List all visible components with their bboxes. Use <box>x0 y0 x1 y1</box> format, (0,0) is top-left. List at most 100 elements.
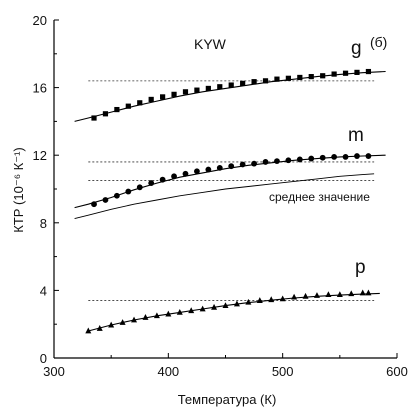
data-point-p <box>302 292 309 299</box>
data-point-p <box>313 292 320 298</box>
data-point-m <box>331 153 338 160</box>
y-tick-label: 20 <box>33 13 47 28</box>
axes: 300 400 500 600 0 4 8 12 16 20 <box>33 13 408 379</box>
data-point-m <box>262 159 269 165</box>
data-point-p <box>176 308 183 315</box>
data-point-g <box>240 80 246 86</box>
data-point-m <box>136 184 143 191</box>
data-point-g <box>262 78 269 84</box>
data-point-m <box>182 170 189 177</box>
data-point-p <box>325 291 332 298</box>
data-point-g <box>148 96 154 103</box>
data-point-m <box>285 157 292 164</box>
data-point-p <box>365 289 372 296</box>
x-tick-label: 600 <box>386 364 408 379</box>
data-point-g <box>217 84 223 90</box>
data-point-p <box>142 314 149 320</box>
data-point-p <box>245 298 252 305</box>
data-point-g <box>228 82 234 88</box>
series-label-p: p <box>355 257 366 278</box>
fit-curve-mean <box>74 173 375 220</box>
data-point-p <box>131 316 138 323</box>
data-point-m <box>113 192 120 199</box>
data-point-m <box>216 164 223 171</box>
data-point-m <box>159 176 166 183</box>
data-point-p <box>188 307 195 314</box>
data-point-g <box>194 87 200 93</box>
data-point-g <box>331 71 337 77</box>
x-tick-label: 400 <box>157 364 179 379</box>
data-point-g <box>91 115 97 121</box>
data-point-p <box>279 295 286 302</box>
data-point-p <box>199 305 206 312</box>
y-tick-label: 16 <box>33 81 47 96</box>
data-point-m <box>148 180 155 186</box>
data-point-m <box>125 188 132 195</box>
data-point-p <box>268 296 275 303</box>
data-point-p <box>96 325 103 331</box>
data-point-p <box>256 297 263 303</box>
labels: KYW (б) g m среднее значение p Температу… <box>11 34 387 407</box>
data-point-g <box>365 68 372 75</box>
data-point-m <box>194 168 200 175</box>
data-point-m <box>319 154 326 161</box>
data-point-m <box>274 158 280 165</box>
data-point-g <box>251 79 257 85</box>
data-point-m <box>354 153 360 159</box>
crystal-label: KYW <box>194 36 227 52</box>
data-point-p <box>222 302 229 309</box>
fit-curve-p <box>88 292 380 332</box>
data-point-m <box>308 155 315 162</box>
fit-curve-g <box>74 70 386 122</box>
data-point-p <box>108 321 115 328</box>
data-point-g <box>205 85 211 92</box>
data-point-p <box>85 327 92 334</box>
data-point-g <box>354 69 360 75</box>
y-tick-label: 12 <box>33 148 47 163</box>
data-point-g <box>125 103 131 109</box>
data-point-g <box>308 74 314 80</box>
data-point-g <box>114 106 120 113</box>
series-label-g: g <box>351 38 362 59</box>
data-point-g <box>285 75 291 81</box>
data-point-p <box>336 291 343 298</box>
y-tick-label: 0 <box>40 351 47 366</box>
data-point-p <box>348 290 355 297</box>
data-point-p <box>153 312 160 319</box>
data-point-g <box>274 76 280 82</box>
data-point-m <box>342 153 349 160</box>
data-point-p <box>291 293 298 300</box>
data-point-g <box>182 89 189 95</box>
data-point-p <box>119 319 126 325</box>
data-point-g <box>160 94 166 100</box>
data-point-m <box>102 197 109 203</box>
x-tick-label: 500 <box>272 364 294 379</box>
data-point-m <box>228 163 235 170</box>
data-point-g <box>102 111 109 117</box>
data-points <box>85 68 372 334</box>
y-tick-label: 8 <box>40 216 47 231</box>
data-point-g <box>320 73 326 79</box>
mean-value-label: среднее значение <box>269 190 370 204</box>
data-point-m <box>239 161 246 168</box>
x-axis-title: Температура (К) <box>178 392 277 407</box>
data-point-g <box>171 91 177 97</box>
data-point-p <box>211 303 218 310</box>
y-axis-title: КТР (10⁻⁶ К⁻¹) <box>11 147 26 233</box>
data-point-m <box>296 156 303 163</box>
panel-label: (б) <box>370 34 387 50</box>
data-point-p <box>165 310 172 317</box>
data-point-g <box>342 70 349 76</box>
data-point-m <box>205 166 212 173</box>
data-point-p <box>359 289 366 296</box>
data-point-m <box>365 153 372 159</box>
x-tick-label: 300 <box>43 364 65 379</box>
data-point-g <box>137 100 143 106</box>
data-point-g <box>297 74 303 81</box>
series-label-m: m <box>348 125 364 146</box>
data-point-p <box>233 300 240 307</box>
data-point-m <box>251 160 257 167</box>
data-point-m <box>91 201 97 208</box>
y-tick-label: 4 <box>40 283 47 298</box>
